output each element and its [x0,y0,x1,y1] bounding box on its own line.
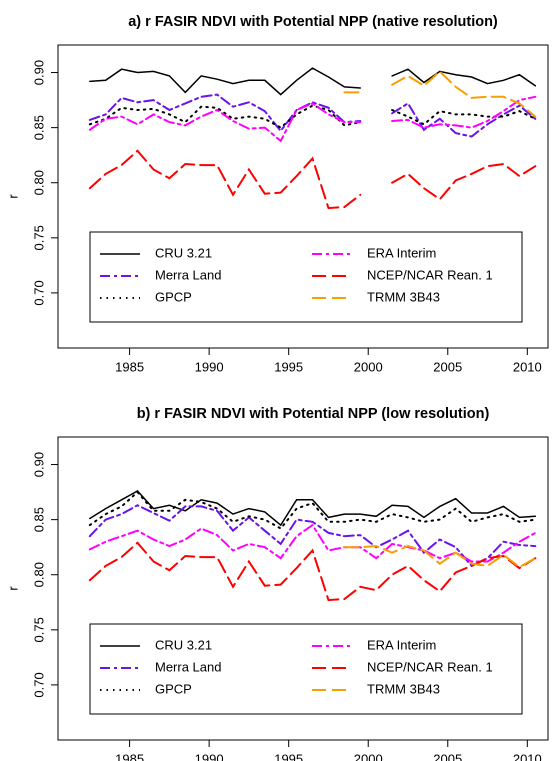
legend-label: Merra Land [155,659,221,674]
legend-label: TRMM 3B43 [367,681,440,696]
x-tick-label: 2005 [433,359,462,374]
legend-box [89,231,523,323]
series-line [88,104,537,129]
x-tick-label: 1985 [115,751,144,761]
series-line [88,504,537,568]
y-tick-label: 0.85 [31,115,46,140]
series-line [88,93,537,138]
series-line [89,490,537,527]
x-tick-label: 2010 [513,359,542,374]
y-tick-label: 0.80 [31,170,46,195]
legend-label: GPCP [155,681,192,696]
legend-label: ERA Interim [367,245,436,260]
series-line [88,95,537,143]
x-tick-label: 2010 [513,751,542,761]
legend-label: Merra Land [155,267,221,282]
legend-box [89,623,523,715]
series-line [88,523,537,563]
chart-title: b) r FASIR NDVI with Potential NPP (low … [137,406,490,422]
x-tick-label: 2000 [354,359,383,374]
series-line [343,70,537,118]
y-tick-label: 0.70 [31,672,46,697]
legend-label: CRU 3.21 [155,637,212,652]
y-tick-label: 0.75 [31,225,46,250]
x-tick-label: 1990 [195,751,224,761]
series-line [88,541,537,602]
x-tick-label: 1985 [115,359,144,374]
plot-frame [57,44,549,349]
series-line [89,67,537,96]
x-tick-label: 1995 [274,359,303,374]
x-tick-label: 2000 [354,751,383,761]
series-line [88,149,537,210]
y-tick-label: 0.85 [31,507,46,532]
y-tick-label: 0.70 [31,280,46,305]
y-tick-label: 0.75 [31,617,46,642]
legend-label: CRU 3.21 [155,245,212,260]
legend-label: TRMM 3B43 [367,289,440,304]
series-line [343,545,537,569]
legend-label: NCEP/NCAR Rean. 1 [367,267,493,282]
y-tick-label: 0.80 [31,562,46,587]
series-line [88,490,537,530]
legend-label: ERA Interim [367,637,436,652]
chart-title: a) r FASIR NDVI with Potential NPP (nati… [128,14,498,30]
plot-frame [57,436,549,741]
y-tick-label: 0.90 [31,60,46,85]
legend-label: NCEP/NCAR Rean. 1 [367,659,493,674]
y-axis-label: r [5,586,20,591]
y-axis-label: r [5,194,20,199]
x-tick-label: 1995 [274,751,303,761]
y-tick-label: 0.90 [31,452,46,477]
legend-label: GPCP [155,289,192,304]
x-tick-label: 1990 [195,359,224,374]
x-tick-label: 2005 [433,751,462,761]
